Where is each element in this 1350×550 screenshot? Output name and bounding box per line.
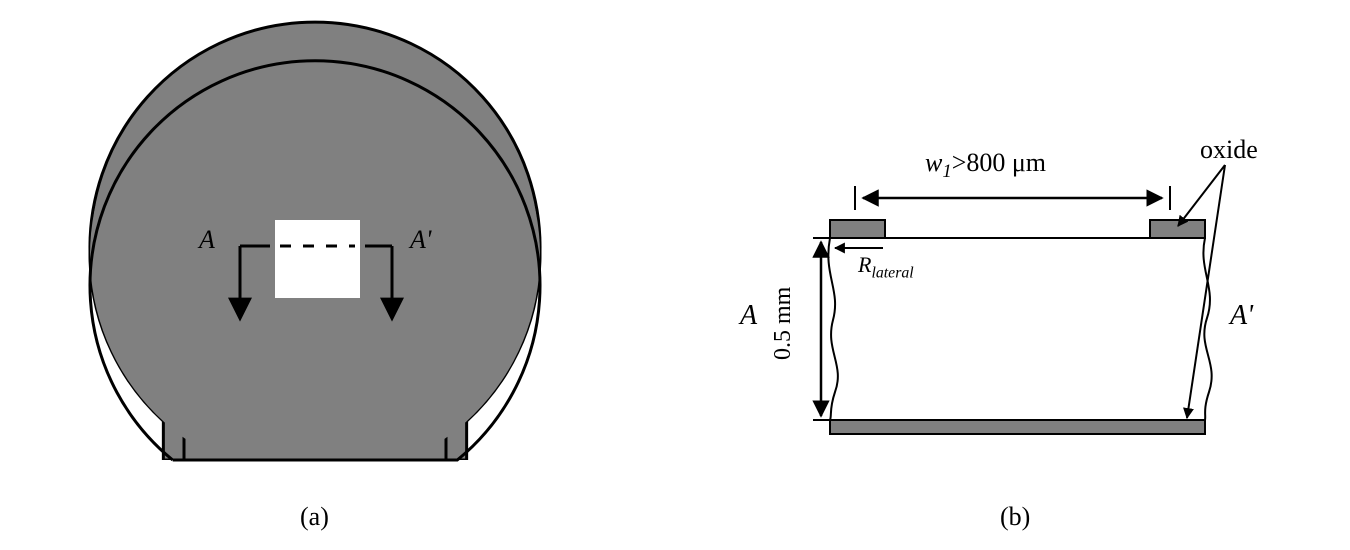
width-label: w1>800 μm (925, 148, 1046, 183)
thickness-label: 0.5 mm (770, 287, 797, 360)
r-lateral-sub: lateral (871, 264, 913, 281)
panel-b-caption: (b) (1000, 502, 1030, 532)
width-label-w: w (925, 148, 942, 177)
panel-a-label-A: A (199, 225, 215, 255)
panel-a-caption: (a) (300, 502, 329, 532)
panel-a-label-Aprime: A' (410, 225, 431, 255)
panel-a-svg (75, 20, 555, 500)
oxide-label: oxide (1200, 135, 1258, 165)
oxide-top-left (830, 220, 885, 238)
left-break-edge (828, 238, 838, 420)
r-lateral-R: R (858, 252, 871, 277)
r-lateral-label: Rlateral (858, 252, 914, 282)
panel-b-label-Aprime: A' (1230, 300, 1253, 332)
wafer-flat-cut (75, 460, 555, 500)
center-window (275, 220, 360, 298)
panel-b-label-A: A (740, 300, 757, 332)
oxide-pointer-bottom (1187, 165, 1225, 418)
oxide-bottom (830, 420, 1205, 434)
oxide-top-right (1150, 220, 1205, 238)
width-label-rest: >800 μm (952, 148, 1046, 177)
figure-canvas: A A' (a) (0, 0, 1350, 550)
width-label-sub: 1 (942, 161, 951, 182)
